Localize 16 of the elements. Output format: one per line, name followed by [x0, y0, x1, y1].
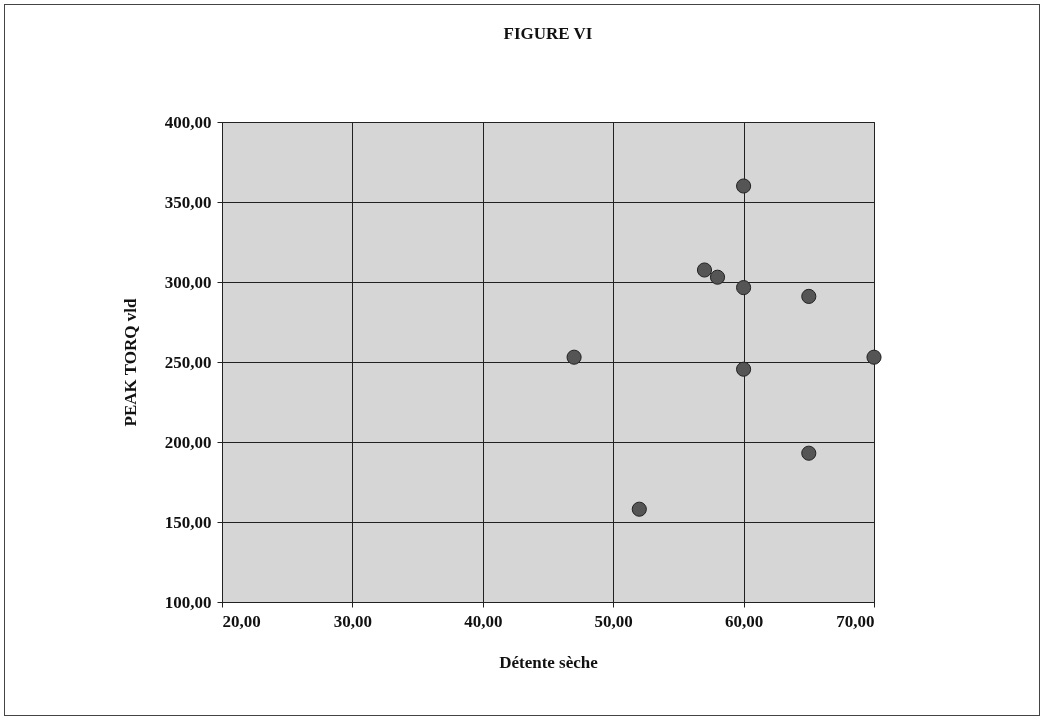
chart-title: FIGURE VI	[503, 24, 593, 43]
y-tick-label: 100,00	[164, 592, 212, 612]
x-tick-label: 70,00	[836, 611, 875, 631]
y-tick-label: 300,00	[164, 272, 212, 292]
y-tick-label: 200,00	[164, 432, 212, 452]
y-tick-label: 250,00	[164, 352, 212, 372]
y-tick-label: 350,00	[164, 192, 212, 212]
x-tick-label: 30,00	[333, 611, 373, 631]
x-axis-title: Détente sèche	[499, 652, 599, 672]
x-tick-label: 20,00	[222, 611, 261, 631]
x-tick-label: 60,00	[724, 611, 764, 631]
y-tick-label: 150,00	[164, 512, 212, 532]
x-tick-label: 50,00	[594, 611, 633, 631]
y-axis-title: PEAK TORQ vld	[120, 298, 140, 427]
x-tick-label: 40,00	[464, 611, 503, 631]
y-tick-label: 400,00	[164, 112, 212, 132]
